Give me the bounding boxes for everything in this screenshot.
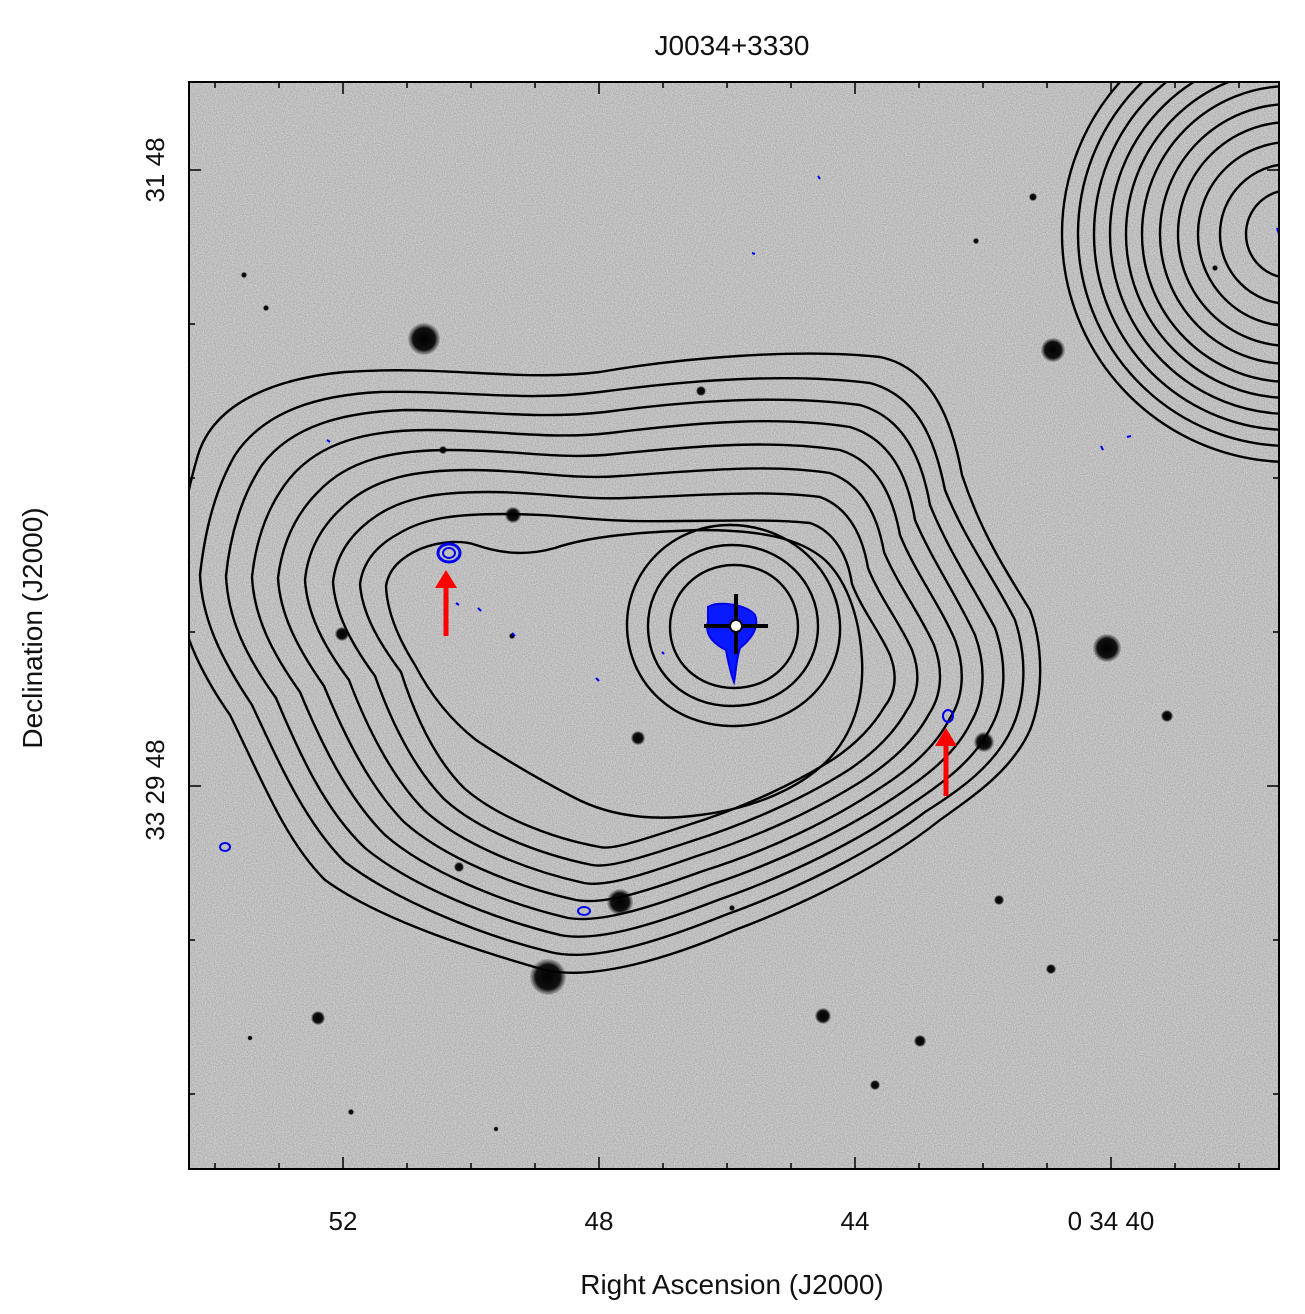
host-cross-marker — [704, 594, 768, 654]
contour-level — [1076, 82, 1279, 447]
star — [696, 386, 706, 396]
contour-level — [646, 543, 820, 708]
star — [994, 895, 1004, 905]
contour-level — [1060, 82, 1279, 463]
star — [729, 905, 735, 911]
contour-level — [1218, 163, 1279, 305]
star — [454, 862, 464, 872]
star — [631, 731, 645, 745]
red-arrows — [435, 570, 957, 796]
star — [335, 627, 349, 641]
blue-blob — [455, 602, 460, 606]
contour-level — [1244, 190, 1279, 278]
blue-blob — [751, 252, 756, 255]
blue-blob — [817, 175, 821, 180]
star — [493, 1126, 499, 1132]
star — [530, 959, 566, 995]
y-ticks — [189, 169, 1279, 1095]
star — [1212, 265, 1218, 271]
star — [870, 1080, 880, 1090]
contour-level — [1140, 85, 1279, 383]
contour-level — [303, 467, 942, 885]
axes-frame — [188, 81, 1280, 1170]
contour-level — [625, 523, 842, 728]
chart-title: J0034+3330 — [655, 30, 810, 61]
blue-blob — [1100, 445, 1104, 451]
east-hotspot-arrow — [435, 570, 457, 636]
contour-level — [384, 528, 864, 819]
blue-blob — [595, 677, 600, 682]
contour-level — [1176, 121, 1279, 347]
x-axis-label: Right Ascension (J2000) — [580, 1269, 884, 1300]
blue-blob — [326, 439, 331, 443]
star — [348, 1109, 354, 1115]
blue-core — [706, 602, 758, 686]
x-tick-label: 0 34 40 — [1068, 1206, 1155, 1236]
contour-level — [668, 563, 800, 690]
blue-contours — [219, 175, 1279, 916]
contour-level — [276, 443, 963, 903]
black-contours-main — [189, 352, 1042, 974]
star — [914, 1035, 926, 1047]
star — [263, 305, 269, 311]
contour-level — [331, 490, 919, 867]
x-ticks — [214, 82, 1240, 1169]
x-tick-label: 48 — [585, 1206, 614, 1236]
star — [311, 1011, 325, 1025]
plot-area — [189, 82, 1279, 1169]
star — [1093, 634, 1121, 662]
contour-level — [1092, 82, 1279, 431]
contour-level — [1108, 82, 1279, 415]
star — [241, 272, 247, 278]
contour-level — [250, 419, 984, 921]
x-tick-label: 52 — [329, 1206, 358, 1236]
star — [815, 1008, 831, 1024]
star — [1161, 710, 1173, 722]
blue-blob — [661, 651, 665, 655]
black-contours-neighbour — [1060, 82, 1279, 463]
blue-blob — [577, 906, 591, 916]
star — [408, 323, 440, 355]
contour-level — [198, 377, 1025, 957]
star — [1046, 964, 1056, 974]
blue-blob — [219, 842, 231, 852]
star — [247, 1035, 253, 1041]
star — [973, 238, 979, 244]
blue-west-hotspot — [942, 709, 954, 723]
y-tick-label: 31 48 — [140, 137, 170, 202]
contour-level — [189, 352, 1042, 974]
west-hotspot-arrow — [935, 728, 957, 796]
y-axis-label: Declination (J2000) — [17, 507, 48, 748]
contour-level — [1124, 82, 1279, 399]
x-tick-label: 44 — [841, 1206, 870, 1236]
contour-level — [224, 398, 1005, 938]
star — [1029, 193, 1037, 201]
contour-level — [1196, 141, 1279, 327]
blue-blob — [1126, 435, 1132, 438]
star — [1041, 338, 1065, 362]
blue-east-hotspot-inner — [442, 547, 456, 559]
blue-blob — [477, 607, 482, 612]
contour-level — [358, 512, 896, 849]
contour-level — [1158, 103, 1279, 365]
blue-east-hotspot — [436, 542, 462, 564]
blue-blob — [511, 632, 516, 637]
y-tick-label: 33 29 48 — [140, 739, 170, 840]
